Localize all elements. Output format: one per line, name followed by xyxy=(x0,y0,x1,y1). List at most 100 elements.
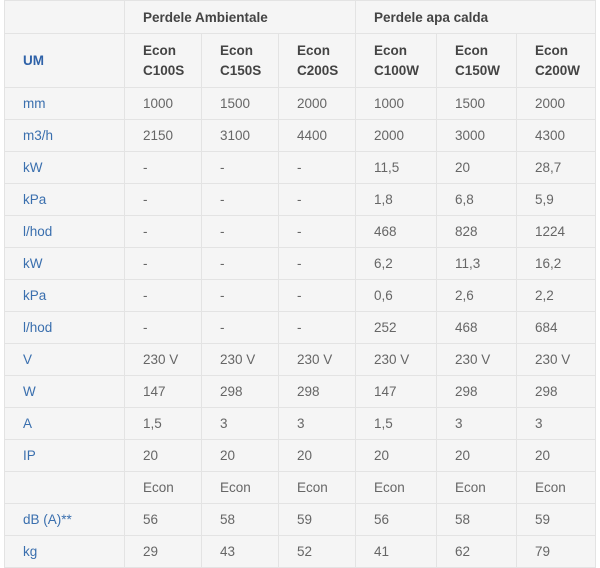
value-cell: Econ xyxy=(277,471,357,504)
value-cell: - xyxy=(277,183,357,216)
value-cell: 1,8 xyxy=(355,183,438,216)
model-series: Econ xyxy=(297,42,331,58)
value-cell: - xyxy=(201,215,279,248)
model-header: Econ C100W xyxy=(355,33,438,88)
value-cell: - xyxy=(277,151,357,184)
value-cell: 252 xyxy=(355,311,438,344)
model-series: Econ xyxy=(535,42,569,58)
value-cell: 20 xyxy=(124,439,202,472)
empty-cell xyxy=(4,0,125,34)
value-cell: 3 xyxy=(436,407,518,440)
value-cell: 3000 xyxy=(436,119,518,152)
value-cell: 3100 xyxy=(201,119,279,152)
value-cell: 4300 xyxy=(516,119,597,152)
value-cell: 298 xyxy=(516,375,597,408)
value-cell: 20 xyxy=(516,439,597,472)
table-row: kPa - - -1,8 6,8 5,9 xyxy=(4,183,597,216)
value-cell: 230 V xyxy=(277,343,357,376)
value-cell: 20 xyxy=(355,439,438,472)
value-cell: - xyxy=(201,247,279,280)
um-header: UM xyxy=(4,33,125,88)
value-cell: 20 xyxy=(436,151,518,184)
value-cell: 3 xyxy=(516,407,597,440)
model-series: Econ xyxy=(220,42,254,58)
value-cell: 230 V xyxy=(201,343,279,376)
value-cell: - xyxy=(277,279,357,312)
value-cell: 56 xyxy=(355,503,438,536)
value-cell: 28,7 xyxy=(516,151,597,184)
value-cell: - xyxy=(277,311,357,344)
value-cell: - xyxy=(277,215,357,248)
value-cell: 1,5 xyxy=(355,407,438,440)
model-header: Econ C100S xyxy=(124,33,202,88)
value-cell: 230 V xyxy=(355,343,438,376)
table-row: W 147 298 298 147 298 298 xyxy=(4,375,597,408)
unit-cell: A xyxy=(4,407,125,440)
model-code: C200W xyxy=(535,62,581,78)
value-cell: - xyxy=(124,151,202,184)
model-header: Econ C150S xyxy=(201,33,279,88)
value-cell: 20 xyxy=(277,439,357,472)
value-cell: 56 xyxy=(124,503,202,536)
value-cell: 1,5 xyxy=(124,407,202,440)
value-cell: 0,6 xyxy=(355,279,438,312)
value-cell: 59 xyxy=(277,503,357,536)
specs-table: Perdele Ambientale Perdele apa calda UM E… xyxy=(4,0,597,568)
unit-cell: l/hod xyxy=(4,311,125,344)
value-cell: 20 xyxy=(436,439,518,472)
unit-cell: kW xyxy=(4,151,125,184)
value-cell: 58 xyxy=(201,503,279,536)
value-cell: - xyxy=(201,311,279,344)
model-header: Econ C200W xyxy=(516,33,597,88)
table-row: mm 1000 1500 2000 1000 1500 2000 xyxy=(4,87,597,120)
unit-cell: kPa xyxy=(4,279,125,312)
model-code: C150S xyxy=(220,62,262,78)
table-row: m3/h 2150 3100 4400 2000 3000 4300 xyxy=(4,119,597,152)
model-header: Econ C200S xyxy=(277,33,357,88)
unit-cell: kW xyxy=(4,247,125,280)
value-cell: - xyxy=(201,279,279,312)
unit-cell: IP xyxy=(4,439,125,472)
unit-cell: mm xyxy=(4,87,125,120)
value-cell: 59 xyxy=(516,503,597,536)
model-series: Econ xyxy=(374,42,408,58)
table-row: l/hod - - -252 468 684 xyxy=(4,311,597,344)
value-cell: 147 xyxy=(355,375,438,408)
value-cell: 298 xyxy=(201,375,279,408)
unit-cell: m3/h xyxy=(4,119,125,152)
value-cell: 2,6 xyxy=(436,279,518,312)
value-cell: 2000 xyxy=(516,87,597,120)
model-code: C100W xyxy=(374,62,420,78)
table-row: A 1,5 3 3 1,5 3 3 xyxy=(4,407,597,440)
table-row: IP 20 20 20 20 20 20 xyxy=(4,439,597,472)
table-row: kW - - -11,5 20 28,7 xyxy=(4,151,597,184)
unit-cell: dB (A)** xyxy=(4,503,125,536)
value-cell: 3 xyxy=(277,407,357,440)
value-cell: 684 xyxy=(516,311,597,344)
model-series: Econ xyxy=(143,42,177,58)
value-cell: - xyxy=(124,279,202,312)
value-cell: - xyxy=(124,247,202,280)
model-header-row: UM Econ C100S Econ C150S Econ C200S Econ C100W Ec… xyxy=(4,33,597,88)
value-cell: - xyxy=(277,247,357,280)
table-row: kW - - -6,2 11,3 16,2 xyxy=(4,247,597,280)
value-cell: 11,3 xyxy=(436,247,518,280)
value-cell: 1500 xyxy=(436,87,518,120)
table-row: Econ Econ Econ Econ Econ Econ xyxy=(4,471,597,504)
value-cell: - xyxy=(124,215,202,248)
value-cell: 468 xyxy=(355,215,438,248)
value-cell: 2150 xyxy=(124,119,202,152)
table-row: l/hod - - -468 828 1224 xyxy=(4,215,597,248)
value-cell: 6,8 xyxy=(436,183,518,216)
value-cell: Econ xyxy=(436,471,518,504)
value-cell: - xyxy=(201,183,279,216)
unit-cell: V xyxy=(4,343,125,376)
value-cell: 1224 xyxy=(516,215,597,248)
value-cell: - xyxy=(124,183,202,216)
value-cell: 230 V xyxy=(124,343,202,376)
value-cell: 468 xyxy=(436,311,518,344)
table-row: dB (A)** 56 58 59 56 58 59 xyxy=(4,503,597,536)
value-cell: 147 xyxy=(124,375,202,408)
value-cell: Econ xyxy=(124,471,202,504)
value-cell: 298 xyxy=(436,375,518,408)
